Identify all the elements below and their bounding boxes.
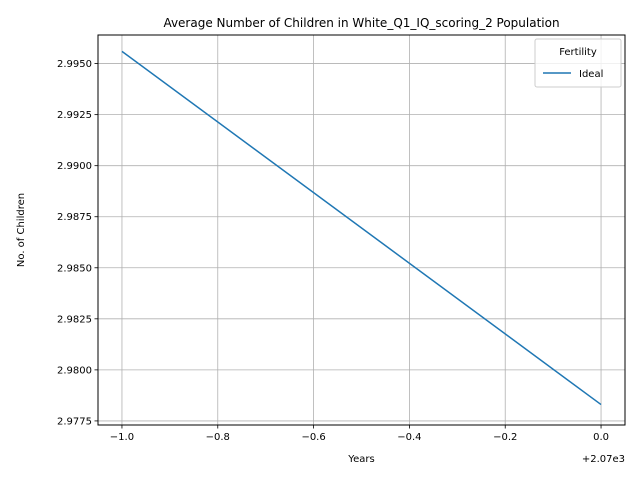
plot-frame [97, 34, 626, 426]
y-tick-label: 2.9900 [57, 161, 92, 172]
y-axis-ticks: 2.9775 2.9800 2.9825 2.9850 2.9875 2.9900 2.99… [57, 59, 98, 427]
x-tick-label: 0.0 [593, 432, 609, 443]
x-tick-label: −0.4 [397, 432, 421, 443]
x-tick-label: −0.2 [493, 432, 517, 443]
x-axis-offset-label: +2.07e3 [582, 454, 625, 465]
x-tick-label: −0.6 [301, 432, 325, 443]
x-tick-label: −0.8 [206, 432, 230, 443]
x-axis-ticks: −1.0 −0.8 −0.6 −0.4 −0.2 0.0 [110, 425, 609, 443]
y-axis-label: No. of Children [16, 193, 27, 267]
legend-label-ideal: Ideal [579, 69, 603, 80]
x-tick-label: −1.0 [110, 432, 134, 443]
y-tick-label: 2.9825 [57, 314, 92, 325]
series-line-ideal [121, 50, 602, 406]
grid [98, 35, 625, 425]
y-tick-label: 2.9800 [57, 365, 92, 376]
y-tick-label: 2.9850 [57, 263, 92, 274]
y-tick-label: 2.9925 [57, 110, 92, 121]
chart-title: Average Number of Children in White_Q1_I… [163, 16, 559, 30]
series-layer [121, 50, 602, 406]
y-tick-label: 2.9950 [57, 59, 92, 70]
x-axis-label: Years [347, 454, 374, 465]
y-tick-label: 2.9875 [57, 212, 92, 223]
legend: Fertility Ideal [534, 38, 622, 88]
legend-title: Fertility [559, 47, 597, 58]
y-tick-label: 2.9775 [57, 416, 92, 427]
legend-box [534, 38, 622, 88]
